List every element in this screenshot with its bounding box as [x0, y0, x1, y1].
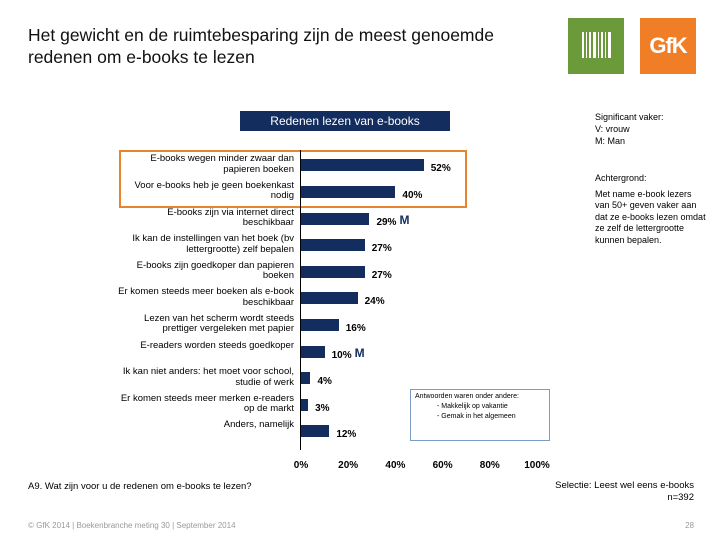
data-label: 27%: [371, 269, 392, 281]
survey-question: A9. Wat zijn voor u de redenen om e-book…: [28, 481, 252, 492]
footer-text: © GfK 2014 | Boekenbranche meting 30 | S…: [28, 521, 236, 530]
bar: [301, 372, 311, 385]
other-answer-item: Gemak in het algemeen: [437, 412, 545, 422]
background-note: Achtergrond: Met name e-book lezers van …: [595, 173, 707, 250]
data-label: 16%: [345, 322, 366, 334]
bar: [301, 265, 365, 278]
data-label: 10%: [331, 349, 352, 361]
bar: [301, 239, 365, 252]
x-tick-label: 40%: [385, 460, 406, 471]
significance-legend: Significant vaker: V: vrouw M: Man: [595, 111, 707, 147]
data-label: 27%: [371, 243, 392, 255]
category-label: E-books wegen minder zwaar dan papieren …: [150, 153, 294, 175]
significance-item-m: M: Man: [595, 136, 626, 146]
selection-line: Selectie: Leest wel eens e-books: [555, 480, 694, 491]
bar: [301, 159, 424, 172]
significance-item-v: V: vrouw: [595, 124, 630, 134]
significance-mark: M: [399, 212, 410, 227]
bar: [301, 318, 339, 331]
category-label: Er komen steeds meer merken e-readers op…: [120, 392, 294, 415]
data-label: 24%: [364, 296, 385, 308]
category-label: E-readers worden steeds goedkoper: [140, 339, 294, 351]
bar: [301, 212, 370, 225]
gfk-logo: GfK: [640, 18, 696, 74]
highlight-box: [119, 150, 467, 208]
data-label: 12%: [336, 429, 357, 441]
sample-size: n=392: [667, 492, 694, 503]
selection-note: Selectie: Leest wel eens e-books n=392: [555, 480, 694, 504]
x-tick-label: 20%: [338, 460, 359, 471]
significance-heading: Significant vaker:: [595, 112, 664, 122]
bar: [301, 185, 396, 198]
other-answer-item: Makkelijk op vakantie: [437, 402, 545, 412]
y-axis-line: [300, 150, 301, 450]
other-answers-box: Antwoorden waren onder andere: Makkelijk…: [410, 389, 550, 441]
bar: [301, 292, 358, 305]
data-label: 40%: [402, 189, 423, 201]
category-label: Voor e-books heb je geen boekenkast nodi…: [134, 179, 294, 202]
x-tick-label: 80%: [479, 460, 500, 471]
other-answers-heading: Antwoorden waren onder andere:: [415, 393, 519, 400]
bar: [301, 425, 330, 438]
background-heading: Achtergrond:: [595, 173, 647, 183]
data-label: 4%: [317, 376, 332, 388]
data-label: 29%: [376, 216, 397, 228]
page-title: Het gewicht en de ruimtebesparing zijn d…: [28, 25, 494, 67]
barcode-icon: [582, 32, 612, 58]
x-tick-label: 0%: [293, 460, 309, 471]
client-logo: [568, 18, 624, 74]
category-label: Lezen van het scherm wordt steeds pretti…: [144, 312, 294, 335]
category-label: Ik kan niet anders: het moet voor school…: [122, 366, 294, 388]
category-label: Er komen steeds meer boeken als e-book b…: [118, 286, 294, 308]
x-tick-label: 60%: [432, 460, 453, 471]
significance-mark: M: [354, 345, 365, 360]
category-label: Anders, namelijk: [223, 419, 294, 431]
background-text: Met name e-book lezers van 50+ geven vak…: [595, 188, 706, 245]
category-label: E-books zijn via internet direct beschik…: [167, 206, 294, 228]
bar: [301, 398, 309, 411]
data-label: 3%: [315, 402, 330, 414]
category-label: Ik kan de instellingen van het boek (bv …: [132, 233, 294, 255]
x-tick-label: 100%: [524, 460, 550, 471]
page-number: 28: [685, 521, 694, 530]
chart-title: Redenen lezen van e-books: [240, 111, 450, 131]
bar: [301, 345, 325, 358]
data-label: 52%: [430, 163, 451, 175]
category-label: E-books zijn goedkoper dan papieren boek…: [136, 259, 294, 282]
